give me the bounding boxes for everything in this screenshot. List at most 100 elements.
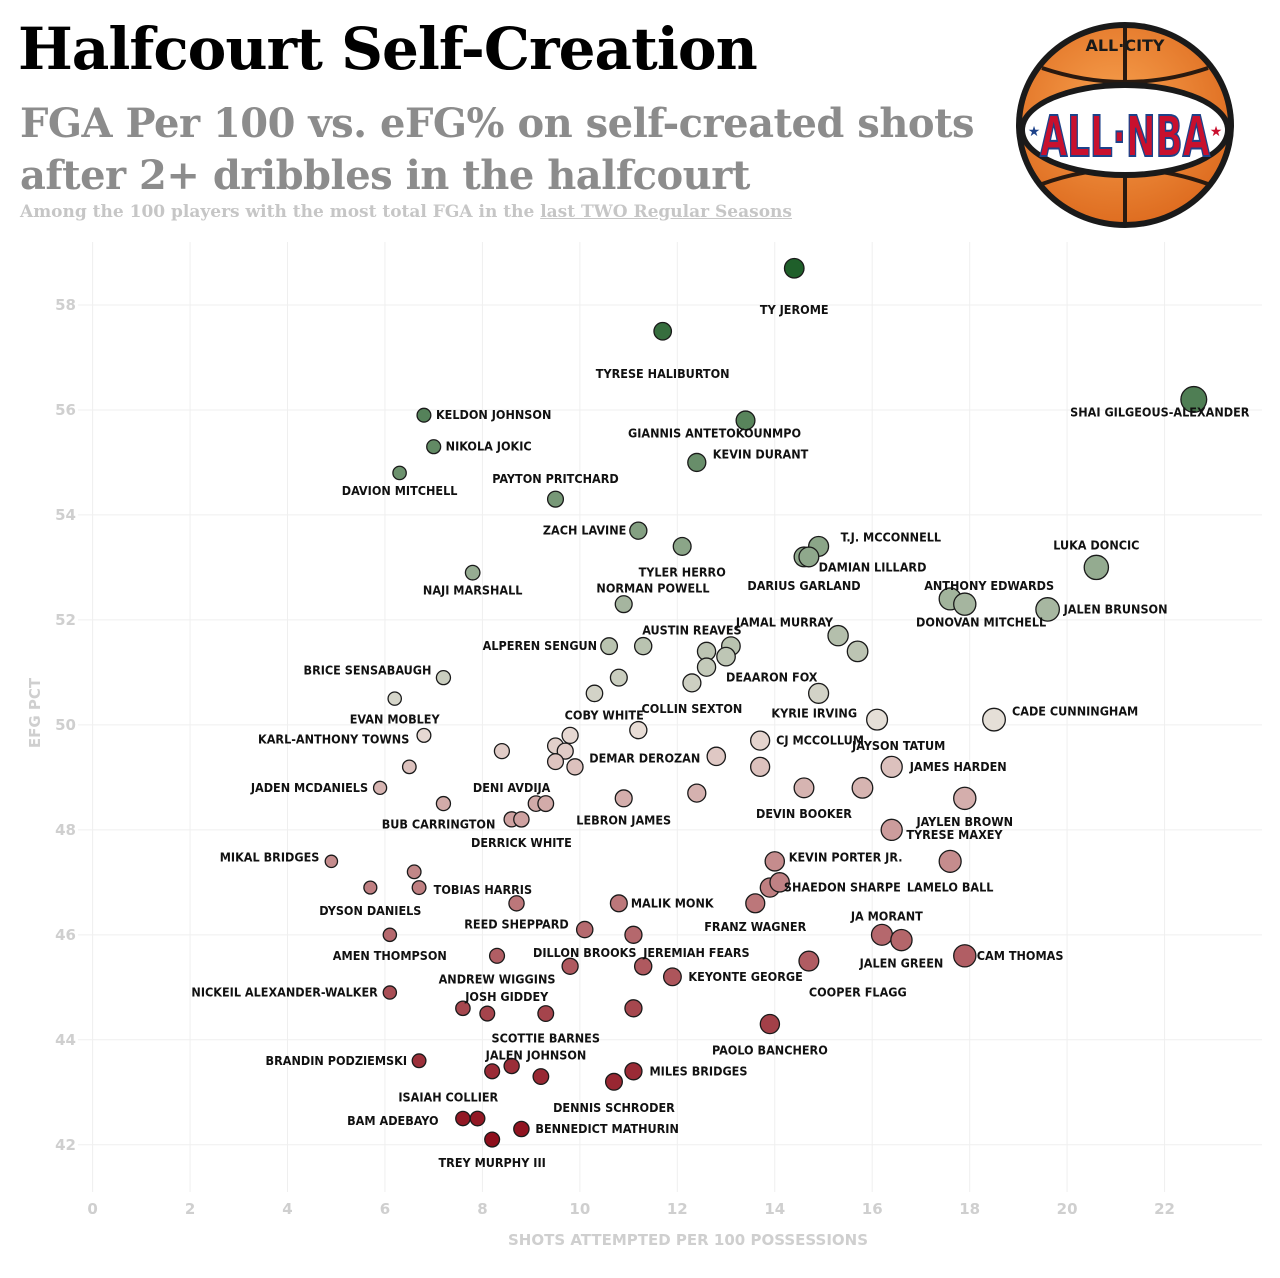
data-point[interactable] <box>513 811 530 828</box>
data-point[interactable] <box>604 1072 623 1091</box>
point-label: COBY WHITE <box>565 707 644 722</box>
data-point[interactable] <box>561 726 579 745</box>
data-point[interactable] <box>416 727 432 743</box>
data-point[interactable] <box>749 730 771 751</box>
data-point[interactable] <box>880 755 903 779</box>
data-point[interactable] <box>392 465 407 481</box>
data-point[interactable] <box>851 776 874 799</box>
data-point[interactable] <box>846 640 869 663</box>
data-point[interactable] <box>745 893 766 914</box>
data-point[interactable] <box>508 895 525 912</box>
data-point[interactable] <box>783 257 805 279</box>
data-point[interactable] <box>532 1068 550 1085</box>
data-point[interactable] <box>600 637 619 656</box>
data-point[interactable] <box>827 624 849 647</box>
data-point[interactable] <box>938 849 962 873</box>
data-point[interactable] <box>953 944 977 968</box>
data-point[interactable] <box>609 668 628 687</box>
data-point[interactable] <box>629 521 648 540</box>
data-point[interactable] <box>561 957 579 975</box>
data-point[interactable] <box>624 1062 643 1081</box>
data-point[interactable] <box>469 1110 486 1127</box>
data-point[interactable] <box>1083 554 1110 581</box>
data-point[interactable] <box>624 925 643 944</box>
seasons-link[interactable]: last TWO Regular Seasons <box>540 202 792 222</box>
data-point[interactable] <box>363 880 378 895</box>
data-point[interactable] <box>585 684 604 703</box>
data-point[interactable] <box>614 789 633 808</box>
data-point[interactable] <box>682 673 702 693</box>
data-point[interactable] <box>687 783 707 803</box>
data-point[interactable] <box>566 758 584 776</box>
data-point[interactable] <box>435 795 452 812</box>
data-point[interactable] <box>546 753 565 771</box>
point-label: JA MORANT <box>850 908 923 923</box>
data-point[interactable] <box>735 410 756 431</box>
y-tick-label: 52 <box>55 611 76 629</box>
data-point[interactable] <box>575 920 594 939</box>
data-point[interactable] <box>484 1131 501 1148</box>
data-point[interactable] <box>546 490 565 508</box>
data-point[interactable] <box>537 1005 555 1023</box>
data-point[interactable] <box>890 928 913 952</box>
point-label: JAMES HARDEN <box>909 759 1007 774</box>
data-point[interactable] <box>382 927 398 943</box>
data-point[interactable] <box>416 407 432 423</box>
data-point[interactable] <box>633 636 653 656</box>
data-point[interactable] <box>406 864 422 880</box>
data-point[interactable] <box>624 999 643 1018</box>
point-label: ALPEREN SENGUN <box>483 638 597 653</box>
data-point[interactable] <box>1035 597 1061 622</box>
data-point[interactable] <box>614 595 633 614</box>
data-point[interactable] <box>537 795 555 813</box>
data-point[interactable] <box>764 851 786 872</box>
data-point[interactable] <box>455 1000 471 1017</box>
data-point[interactable] <box>372 780 388 796</box>
data-point[interactable] <box>759 1013 781 1035</box>
data-point[interactable] <box>387 691 403 706</box>
data-point[interactable] <box>411 880 427 896</box>
data-point[interactable] <box>411 1053 427 1069</box>
data-point[interactable] <box>953 786 977 811</box>
data-point[interactable] <box>982 707 1006 732</box>
data-point[interactable] <box>793 777 815 799</box>
data-point[interactable] <box>866 708 889 731</box>
data-point[interactable] <box>324 854 339 869</box>
data-point[interactable] <box>798 950 820 972</box>
data-point[interactable] <box>696 657 717 677</box>
data-point[interactable] <box>401 759 417 775</box>
data-point[interactable] <box>653 321 673 341</box>
data-point[interactable] <box>1180 385 1208 413</box>
data-point[interactable] <box>455 1110 471 1127</box>
data-point[interactable] <box>633 957 653 976</box>
data-point[interactable] <box>769 872 790 893</box>
data-point[interactable] <box>513 1120 530 1138</box>
x-tick-label: 20 <box>1057 1200 1078 1218</box>
data-point[interactable] <box>749 756 771 778</box>
data-point[interactable] <box>609 894 628 913</box>
data-point[interactable] <box>687 452 707 473</box>
data-point[interactable] <box>479 1005 496 1022</box>
data-point[interactable] <box>484 1063 501 1080</box>
data-point[interactable] <box>503 1057 520 1075</box>
data-point[interactable] <box>672 536 692 556</box>
data-point[interactable] <box>464 564 481 581</box>
data-point[interactable] <box>870 923 894 946</box>
data-point[interactable] <box>435 669 452 686</box>
data-point[interactable] <box>556 742 574 760</box>
data-point[interactable] <box>629 720 648 740</box>
data-point[interactable] <box>953 592 977 616</box>
data-point[interactable] <box>706 746 727 767</box>
data-point[interactable] <box>493 742 511 760</box>
data-point[interactable] <box>798 546 820 568</box>
data-point[interactable] <box>426 439 442 455</box>
data-point[interactable] <box>716 646 736 667</box>
data-point[interactable] <box>382 985 398 1000</box>
grid <box>78 242 1262 1192</box>
data-point[interactable] <box>880 818 903 842</box>
data-point[interactable] <box>808 682 830 704</box>
data-point[interactable] <box>662 967 682 987</box>
data-point[interactable] <box>488 947 506 964</box>
x-tick-label: 8 <box>477 1200 487 1218</box>
point-label: LUKA DONCIC <box>1053 537 1139 552</box>
